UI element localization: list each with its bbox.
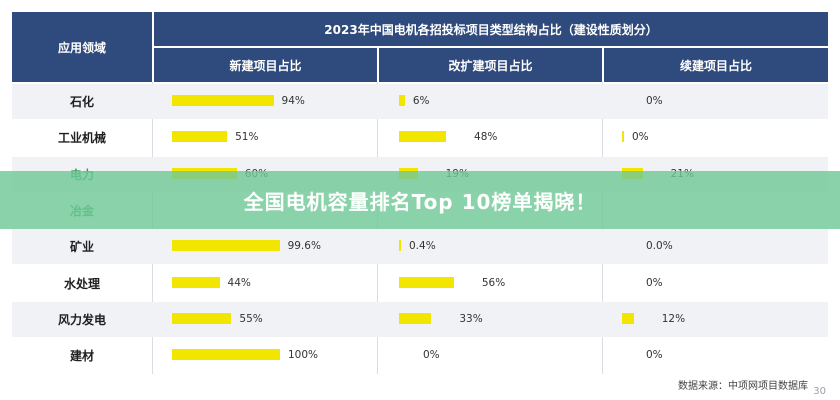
data-label-new: 51%: [235, 131, 259, 144]
row-category-label: 建材: [69, 349, 94, 364]
row-category-label: 水处理: [63, 276, 100, 291]
data-label-expansion: 33%: [459, 312, 483, 325]
column-header-new: 新建项目占比: [154, 48, 377, 82]
data-label-continued: 0.0%: [646, 240, 673, 253]
bar-expansion: [399, 240, 401, 252]
bar-expansion: [399, 312, 432, 324]
bar-new: [172, 240, 280, 252]
row-category-label: 工业机械: [57, 131, 106, 146]
data-label-new: 94%: [281, 95, 305, 107]
column-header-expansion: 改扩建项目占比: [379, 48, 602, 82]
data-source: 数据来源：中项网项目数据库: [678, 381, 808, 392]
bar-new: [172, 312, 232, 324]
data-label-expansion: 56%: [481, 276, 506, 289]
data-label-expansion: 48%: [474, 131, 498, 144]
row-category-label: 矿业: [69, 240, 94, 255]
data-label-continued: 0%: [632, 131, 649, 144]
data-label-new: 99.6%: [287, 240, 321, 253]
chart-title: 2023年中国电机各招投标项目类型结构占比（建设性质划分）: [154, 12, 828, 46]
bar-new: [172, 276, 220, 288]
data-label-expansion: 0.4%: [409, 240, 436, 253]
data-label-expansion: 6%: [412, 95, 430, 107]
data-label-continued: 12%: [661, 312, 686, 325]
table-row: 工业机械 51% 48% 0%: [12, 120, 828, 155]
data-label-continued: 0%: [646, 349, 663, 362]
page-number: 30: [813, 386, 826, 397]
row-header: 应用领域: [12, 12, 152, 82]
bar-new: [172, 95, 274, 106]
row-category-label: 石化: [69, 95, 94, 109]
column-header-continued: 续建项目占比: [604, 48, 828, 82]
data-label-new: 44%: [227, 276, 251, 289]
bar-expansion: [399, 95, 405, 106]
bar-continued: [622, 131, 624, 143]
data-label-new: 55%: [239, 312, 263, 325]
table-row: 石化 94% 6% 0%: [12, 84, 828, 119]
table-row: 建材 100% 0% 0%: [12, 338, 828, 373]
promo-banner[interactable]: 全国电机容量排名Top 10榜单揭晓！: [0, 171, 840, 229]
table-row: 矿业 99.6% 0.4% 0.0%: [12, 229, 828, 265]
data-label-continued: 0%: [646, 95, 663, 107]
data-label-new: 100%: [288, 349, 319, 362]
bar-continued: [622, 312, 634, 324]
bar-new: [172, 131, 228, 143]
bar-expansion: [399, 276, 454, 288]
data-label-expansion: 0%: [423, 349, 440, 362]
bar-expansion: [399, 131, 447, 143]
bar-new: [172, 349, 280, 361]
row-category-label: 风力发电: [57, 312, 106, 327]
table-row: 水处理 44% 56% 0%: [12, 266, 828, 301]
table-row: 风力发电 55% 33% 12%: [12, 301, 828, 337]
data-label-continued: 0%: [646, 276, 663, 289]
